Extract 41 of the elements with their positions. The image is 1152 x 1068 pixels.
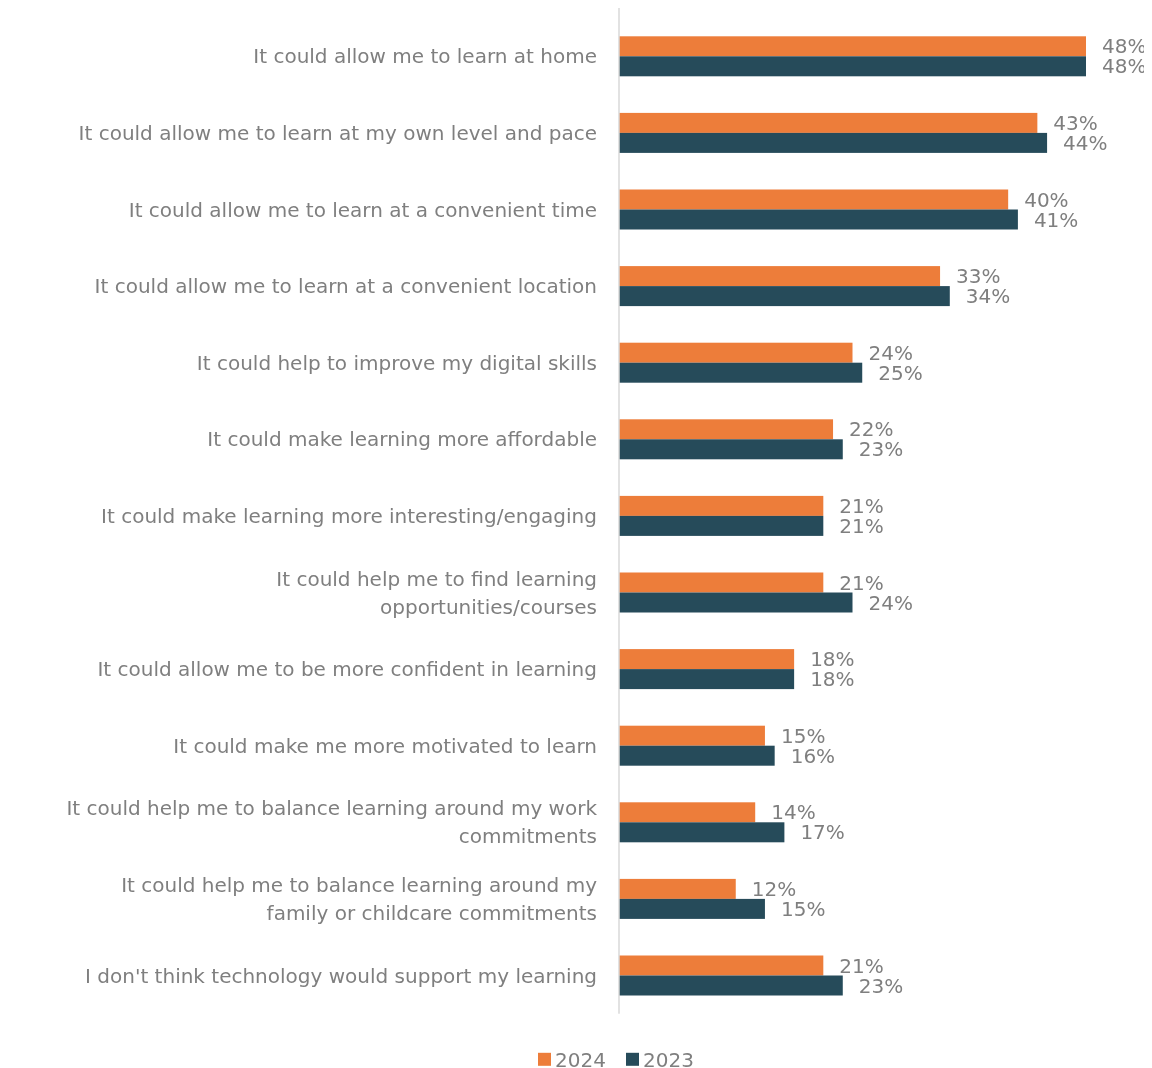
bar [619, 439, 843, 460]
y-tick-label: It could allow me to learn at a convenient time [128, 197, 597, 222]
y-tick-label: It could allow me to learn at my own level and pace [78, 120, 597, 145]
bar [619, 209, 1018, 230]
y-tick-label: It could allow me to be more confident in learning [97, 657, 597, 682]
y-tick-label: It could make learning more interesting/engaging [101, 503, 597, 528]
bar [619, 592, 853, 613]
legend-label: 2023 [643, 1047, 694, 1068]
bar [619, 725, 765, 746]
y-tick-label: It could help to improve my digital skills [196, 350, 597, 375]
y-tick-label: It could allow me to learn at home [253, 44, 597, 69]
bar [619, 419, 834, 440]
y-tick-label: It could make me more motivated to learn [173, 733, 597, 758]
bar [619, 955, 824, 976]
legend-label: 2024 [555, 1047, 606, 1068]
bar [619, 132, 1048, 153]
bar [619, 572, 824, 593]
bar [619, 515, 824, 536]
bar [619, 649, 795, 670]
bar [619, 878, 736, 899]
y-tick-label: I don't think technology would support my learning [85, 963, 597, 988]
y-tick-label: It could help me to balance learning around my work commitments [66, 796, 598, 849]
bar [619, 495, 824, 516]
y-tick-label: It could help me to balance learning around my family or childcare commitments [121, 872, 598, 925]
y-tick-label: It could allow me to learn at a convenient location [94, 274, 597, 299]
bar [619, 266, 941, 287]
bar [619, 802, 756, 823]
bar [619, 112, 1038, 133]
bar [619, 669, 795, 690]
bar [619, 822, 785, 843]
y-tick-label: It could make learning more affordable [207, 427, 597, 452]
bar [619, 189, 1009, 210]
bar [619, 36, 1086, 57]
bar [619, 898, 765, 919]
bar [619, 975, 843, 996]
bar [619, 362, 863, 383]
bar [619, 286, 950, 307]
bar [619, 342, 853, 363]
bar [619, 56, 1086, 77]
bar [619, 745, 775, 766]
y-tick-label: It could help me to find learning opportunities/courses [276, 566, 597, 619]
